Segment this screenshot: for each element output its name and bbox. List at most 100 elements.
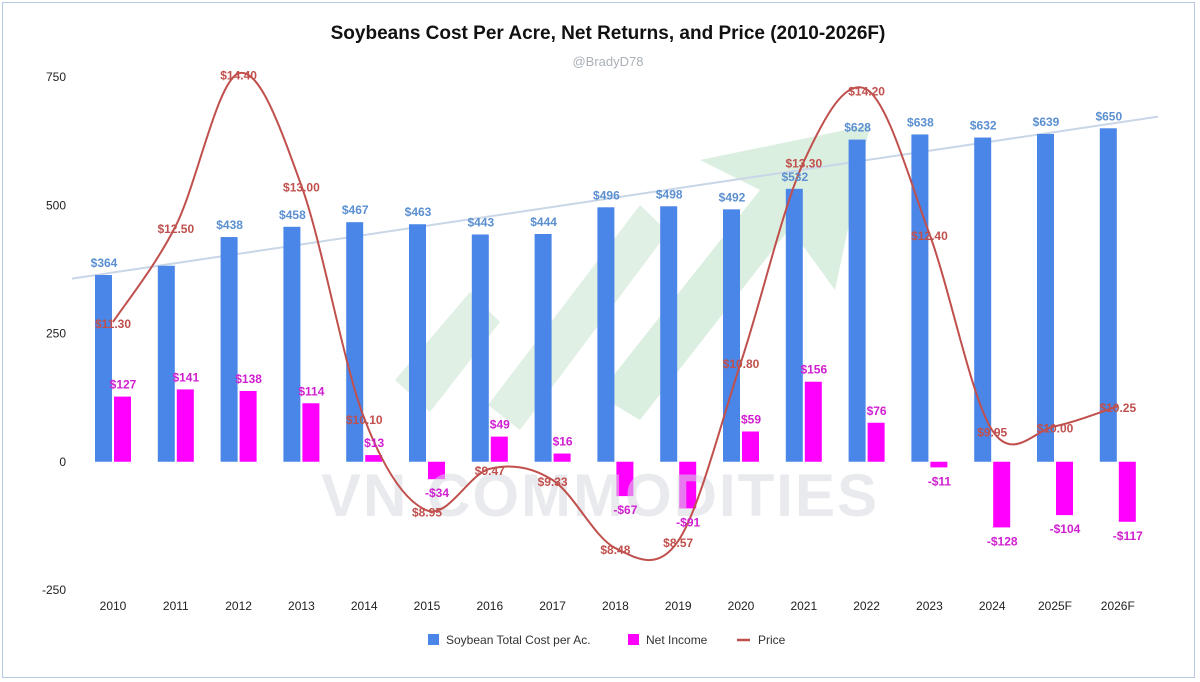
net-income-data-label: -$91 bbox=[676, 515, 700, 529]
price-data-label: $12.50 bbox=[157, 222, 194, 236]
bars bbox=[95, 128, 1136, 528]
legend-label-net: Net Income bbox=[646, 633, 708, 647]
net-income-bar bbox=[176, 389, 194, 462]
cost-data-label: $628 bbox=[844, 121, 871, 135]
cost-bar bbox=[974, 137, 992, 462]
cost-bar bbox=[785, 188, 803, 462]
price-data-label: $8.57 bbox=[663, 536, 693, 550]
price-data-label: $13.00 bbox=[283, 181, 320, 195]
cost-data-label: $467 bbox=[342, 203, 369, 217]
x-tick-label: 2025F bbox=[1038, 599, 1072, 613]
x-tick-label: 2020 bbox=[728, 599, 755, 613]
cost-data-label: $498 bbox=[656, 187, 683, 201]
price-data-label: $10.80 bbox=[723, 357, 760, 371]
price-data-label: $10.00 bbox=[1037, 421, 1074, 435]
x-axis: 2010 2011 2012 2013 2014 2015 2016 2017 2018 2019… bbox=[100, 599, 1135, 613]
x-tick-label: 2018 bbox=[602, 599, 629, 613]
price-data-label: $14.40 bbox=[220, 68, 257, 82]
net-income-data-label: $156 bbox=[800, 363, 827, 377]
net-income-bar bbox=[365, 455, 383, 462]
price-data-label: $13.30 bbox=[785, 157, 822, 171]
price-data-label: $9.47 bbox=[475, 464, 505, 478]
net-income-bar bbox=[804, 381, 822, 462]
cost-bar bbox=[220, 237, 238, 462]
price-data-label: $14.20 bbox=[848, 84, 885, 98]
cost-data-label: $496 bbox=[593, 188, 620, 202]
legend-swatch-net bbox=[628, 634, 639, 645]
price-data-label: $9.95 bbox=[977, 425, 1007, 439]
cost-bar bbox=[848, 139, 866, 462]
cost-bar bbox=[157, 265, 175, 462]
price-data-label: $9.33 bbox=[538, 475, 568, 489]
net-income-bar bbox=[930, 461, 948, 468]
cost-data-label: $650 bbox=[1095, 109, 1122, 123]
chart-subtitle: @BradyD78 bbox=[572, 54, 643, 69]
net-income-data-label: $59 bbox=[741, 412, 761, 426]
x-tick-label: 2015 bbox=[414, 599, 441, 613]
y-tick-label: 0 bbox=[59, 455, 66, 469]
cost-bar bbox=[597, 207, 615, 462]
cost-data-label: $492 bbox=[719, 190, 746, 204]
net-income-data-label: $114 bbox=[298, 384, 324, 398]
price-line-path bbox=[112, 72, 1119, 561]
cost-bar bbox=[723, 209, 740, 462]
cost-data-label: $444 bbox=[530, 215, 557, 229]
price-line bbox=[112, 72, 1119, 561]
cost-bar bbox=[95, 275, 112, 462]
cost-data-label: $438 bbox=[216, 218, 243, 232]
x-tick-label: 2022 bbox=[853, 599, 880, 613]
cost-data-label: $639 bbox=[1033, 115, 1060, 129]
cost-bar bbox=[911, 134, 929, 462]
cost-data-label: $463 bbox=[405, 205, 432, 219]
x-tick-label: 2024 bbox=[979, 599, 1006, 613]
price-data-label: $12.40 bbox=[911, 229, 948, 243]
legend-label-cost: Soybean Total Cost per Ac. bbox=[446, 633, 591, 647]
cost-bar bbox=[660, 206, 678, 462]
net-income-bar bbox=[114, 396, 131, 462]
cost-data-label: $443 bbox=[467, 215, 494, 229]
net-income-data-label: -$128 bbox=[987, 534, 1018, 548]
net-income-data-label: -$34 bbox=[425, 486, 449, 500]
net-income-bar bbox=[239, 390, 257, 462]
cost-bar bbox=[534, 233, 552, 462]
cost-data-label: $532 bbox=[781, 170, 808, 184]
cost-data-label: $364 bbox=[91, 256, 118, 270]
net-income-data-label: $138 bbox=[235, 372, 262, 386]
cost-bar bbox=[1099, 128, 1117, 462]
y-axis: 750 500 250 0 -250 bbox=[42, 70, 66, 597]
legend-label-price: Price bbox=[758, 633, 786, 647]
watermark-arrow-shape bbox=[488, 205, 668, 430]
y-tick-label: 750 bbox=[46, 70, 66, 84]
cost-bar bbox=[283, 226, 301, 462]
x-tick-label: 2014 bbox=[351, 599, 378, 613]
net-income-bar bbox=[553, 453, 571, 462]
cost-data-label: $458 bbox=[279, 208, 306, 222]
net-income-bar bbox=[679, 461, 697, 509]
cost-data-label: $638 bbox=[907, 115, 934, 129]
x-tick-label: 2023 bbox=[916, 599, 943, 613]
price-data-label: $10.25 bbox=[1099, 401, 1136, 415]
net-income-data-label: -$117 bbox=[1113, 529, 1143, 543]
price-data-label: $8.48 bbox=[600, 543, 630, 557]
net-income-bar bbox=[867, 422, 885, 462]
net-income-bar bbox=[428, 461, 445, 480]
net-income-data-label: $13 bbox=[364, 436, 384, 450]
net-income-bar bbox=[1118, 461, 1136, 522]
net-income-data-label: $76 bbox=[867, 404, 887, 418]
price-data-label: $11.30 bbox=[95, 317, 131, 331]
net-income-data-label: -$104 bbox=[1050, 522, 1081, 536]
x-tick-label: 2021 bbox=[790, 599, 817, 613]
x-tick-label: 2026F bbox=[1101, 599, 1135, 613]
chart-title: Soybeans Cost Per Acre, Net Returns, and… bbox=[331, 23, 886, 44]
price-data-label: $10.10 bbox=[346, 413, 383, 427]
net-income-bar bbox=[1056, 461, 1073, 516]
x-tick-label: 2017 bbox=[539, 599, 566, 613]
x-tick-label: 2010 bbox=[100, 599, 127, 613]
net-income-bar bbox=[616, 461, 634, 497]
x-tick-label: 2013 bbox=[288, 599, 315, 613]
net-income-bar bbox=[490, 436, 508, 462]
net-income-data-label: $141 bbox=[172, 370, 199, 384]
y-tick-label: 500 bbox=[46, 198, 66, 212]
net-income-data-label: -$67 bbox=[613, 503, 637, 517]
